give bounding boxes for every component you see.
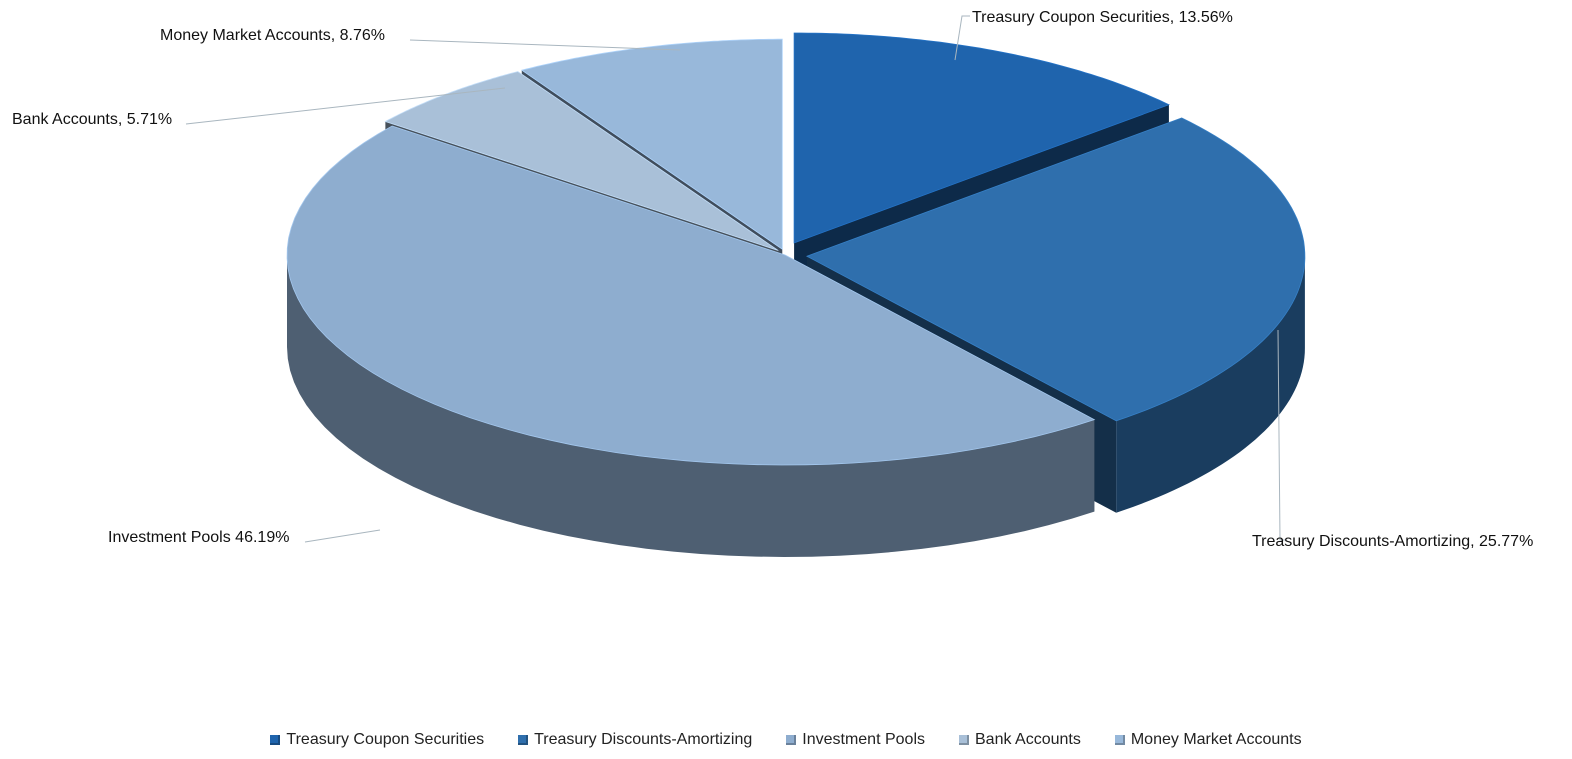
pie-slice-side-investment-pools xyxy=(287,255,1095,557)
pie-slice-money-market-accounts xyxy=(520,38,783,250)
data-label-treasury-coupon-securities: Treasury Coupon Securities, 13.56% xyxy=(972,9,1233,26)
leader-line-treasury-discounts-amortizing xyxy=(1277,329,1286,541)
legend-item-money-market-accounts: Money Market Accounts xyxy=(1114,731,1302,749)
legend-item-treasury-discounts-amortizing: Treasury Discounts-Amortizing xyxy=(518,731,752,749)
legend-swatch xyxy=(959,735,969,745)
pie-slice-side-treasury-discounts-amortizing xyxy=(1116,256,1305,513)
legend-label: Money Market Accounts xyxy=(1130,731,1302,748)
chart-legend: Treasury Coupon Securities Treasury Disc… xyxy=(0,731,1572,749)
pie-slice-investment-pools xyxy=(286,125,1096,466)
data-label-treasury-discounts-amortizing: Treasury Discounts-Amortizing, 25.77% xyxy=(1252,533,1533,550)
data-label-money-market-accounts: Money Market Accounts, 8.76% xyxy=(160,27,385,44)
legend-swatch xyxy=(270,735,281,745)
legend-swatch xyxy=(1114,735,1125,745)
legend-item-bank-accounts: Bank Accounts xyxy=(959,731,1081,749)
legend-item-investment-pools: Investment Pools xyxy=(786,731,925,749)
data-label-bank-accounts: Bank Accounts, 5.71% xyxy=(12,111,172,128)
data-label-investment-pools: Investment Pools 46.19% xyxy=(108,529,289,546)
leader-line-investment-pools xyxy=(304,529,381,543)
legend-item-treasury-coupon-securities: Treasury Coupon Securities xyxy=(270,731,484,749)
pie-slice-treasury-discounts-amortizing xyxy=(805,117,1306,422)
legend-label: Bank Accounts xyxy=(975,731,1081,748)
legend-label: Investment Pools xyxy=(802,731,925,748)
leader-line-treasury-coupon-securities xyxy=(954,15,970,61)
pie-slice-bank-accounts xyxy=(384,71,779,251)
leader-line-money-market-accounts xyxy=(409,39,681,51)
leader-line-bank-accounts xyxy=(185,87,506,125)
legend-label: Treasury Coupon Securities xyxy=(286,731,485,748)
legend-swatch xyxy=(786,735,797,745)
pie-slice-treasury-coupon-securities xyxy=(793,32,1170,244)
legend-swatch xyxy=(518,735,529,745)
legend-label: Treasury Discounts-Amortizing xyxy=(534,731,753,748)
